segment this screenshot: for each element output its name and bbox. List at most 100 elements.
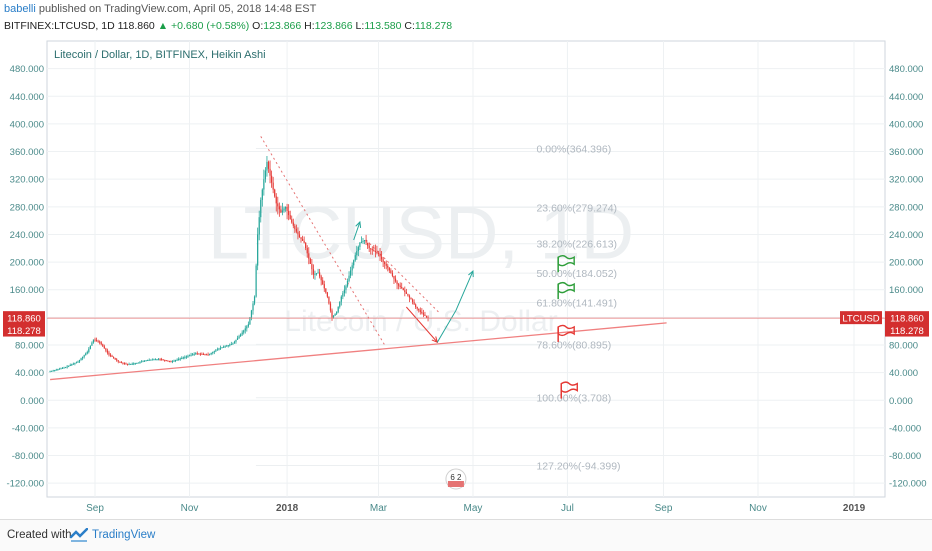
candle-body bbox=[235, 339, 237, 342]
candle-body bbox=[253, 296, 256, 304]
candle-body bbox=[339, 301, 341, 307]
arrow-head bbox=[468, 270, 474, 278]
candle-body bbox=[272, 182, 274, 190]
candle-body bbox=[365, 239, 367, 243]
candle-body bbox=[72, 363, 74, 365]
candle-body bbox=[52, 370, 54, 372]
candle-body bbox=[382, 259, 384, 263]
candle-body bbox=[281, 210, 284, 213]
green-flag-icon bbox=[557, 281, 575, 294]
candle-body bbox=[224, 346, 226, 348]
price-tag-right-last: 118.860 bbox=[890, 314, 924, 325]
candle-body bbox=[363, 239, 366, 241]
event-badge-text: 6 2 bbox=[450, 473, 462, 482]
candle-body bbox=[106, 350, 109, 353]
candle-body bbox=[292, 222, 294, 226]
candle-body bbox=[233, 341, 236, 344]
candle-body bbox=[325, 288, 327, 293]
price-chart[interactable]: LTCUSD, 1D Litecoin / U.S. Dollar 0.00%(36… bbox=[0, 37, 932, 514]
y-tick-label-right: 360.000 bbox=[889, 147, 923, 158]
candle-body bbox=[193, 353, 195, 355]
candle-body bbox=[326, 292, 328, 297]
candle-body bbox=[205, 354, 208, 356]
price-tag-left-close-bg bbox=[3, 323, 45, 337]
candle-body bbox=[210, 352, 212, 354]
candle-body bbox=[100, 342, 102, 345]
y-tick-label-left: 320.000 bbox=[10, 175, 44, 186]
candle-body bbox=[319, 272, 321, 277]
candle-body bbox=[371, 249, 373, 251]
candle-body bbox=[280, 209, 282, 213]
candle-body bbox=[64, 367, 67, 369]
chart-area[interactable]: LTCUSD, 1D Litecoin / U.S. Dollar 0.00%(36… bbox=[0, 37, 932, 514]
candle-body bbox=[379, 253, 381, 257]
candle-body bbox=[125, 363, 127, 365]
tradingview-brand[interactable]: TradingView bbox=[92, 529, 156, 541]
red-flag-icon bbox=[557, 324, 575, 337]
price-change: +0.680 (+0.58%) bbox=[171, 20, 250, 32]
candle-body bbox=[134, 363, 136, 365]
candle-body bbox=[351, 265, 353, 271]
candle-body bbox=[232, 343, 234, 345]
candle-body bbox=[278, 206, 280, 210]
candle-body bbox=[102, 344, 104, 347]
publish-line: babelli published on TradingView.com, Ap… bbox=[4, 3, 316, 15]
candle-body bbox=[246, 326, 248, 329]
candle-body bbox=[408, 295, 411, 298]
tradingview-logo-icon[interactable] bbox=[69, 527, 89, 547]
candle-body bbox=[311, 263, 313, 270]
candle-body bbox=[343, 289, 346, 294]
y-tick-label-right: -120.000 bbox=[889, 479, 927, 490]
fib-label: 78.60%(80.895) bbox=[536, 339, 611, 351]
low-value: 113.580 bbox=[364, 20, 402, 32]
candle-body bbox=[410, 297, 412, 300]
open-value: 123.866 bbox=[263, 20, 302, 32]
candle-body bbox=[136, 362, 138, 364]
candle-body bbox=[221, 347, 223, 349]
candle-body bbox=[108, 352, 110, 355]
candle-body bbox=[145, 360, 147, 362]
candle-body bbox=[150, 359, 152, 361]
candle-body bbox=[209, 353, 211, 355]
candle-body bbox=[161, 359, 163, 361]
candle-body bbox=[243, 330, 245, 333]
candle-body bbox=[332, 315, 335, 318]
candle-body bbox=[213, 351, 215, 353]
candle-body bbox=[78, 359, 81, 362]
projection-arrow bbox=[353, 221, 361, 241]
fib-label: 0.00%(364.396) bbox=[536, 144, 611, 156]
candle-body bbox=[157, 358, 160, 360]
candle-body bbox=[328, 296, 330, 304]
author-link[interactable]: babelli bbox=[4, 3, 36, 15]
candle-body bbox=[255, 265, 257, 297]
candle-body bbox=[117, 360, 119, 362]
candle-body bbox=[126, 363, 129, 365]
candle-body bbox=[199, 353, 201, 355]
event-badge-flag bbox=[447, 481, 464, 487]
y-tick-label-left: 400.000 bbox=[10, 119, 44, 130]
candle-body bbox=[196, 353, 198, 355]
watermark-symbol: LTCUSD, 1D bbox=[208, 192, 634, 275]
candle-body bbox=[156, 358, 158, 360]
candle-body bbox=[399, 285, 401, 287]
y-tick-label-right: 240.000 bbox=[889, 230, 923, 241]
green-flag-icon bbox=[557, 254, 575, 267]
candle-body bbox=[421, 311, 423, 314]
candle-body bbox=[218, 348, 220, 350]
candle-body bbox=[55, 369, 57, 371]
candle-body bbox=[329, 303, 332, 311]
candle-body bbox=[346, 280, 349, 287]
candle-body bbox=[99, 341, 101, 343]
candle-body bbox=[263, 179, 265, 190]
candle-body bbox=[137, 362, 140, 364]
last-price: 118.860 bbox=[117, 20, 155, 32]
candle-body bbox=[275, 196, 277, 204]
candle-body bbox=[68, 365, 70, 367]
x-tick-label: Nov bbox=[749, 503, 767, 514]
candle-body bbox=[284, 206, 287, 209]
candle-body bbox=[385, 263, 387, 266]
y-tick-label-left: 240.000 bbox=[10, 230, 44, 241]
candle-body bbox=[219, 347, 222, 349]
candle-body bbox=[373, 250, 375, 252]
candle-body bbox=[230, 344, 232, 346]
